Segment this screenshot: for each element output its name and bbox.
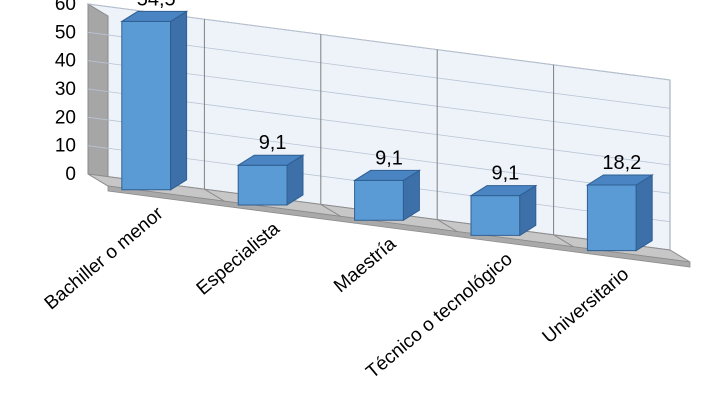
y-tick-label: 50 [55,22,76,43]
floor-divider [553,234,574,248]
data-label: 54,5 [137,0,176,10]
bar-top [585,174,654,186]
bar-top [469,185,538,197]
bar-side [635,174,653,252]
bar-front [121,20,172,191]
bar-front [354,179,404,221]
data-label: 9,1 [491,163,519,185]
floor-divider [320,203,342,217]
y-tick-label: 20 [55,107,76,128]
floor-divider [204,188,225,202]
category-label: Bachiller o menor [41,203,168,315]
y-tick-label: 30 [55,79,76,100]
bar-top [352,169,422,181]
category-label: Universitario [539,264,633,348]
category-label: Maestría [330,233,400,297]
bar-top [236,154,305,166]
data-label: 18,2 [602,152,641,174]
bar-front [470,195,521,236]
bar-front [586,184,637,252]
category-label: Técnico o tecnológico [362,249,516,383]
bar-side [170,10,188,191]
floor-divider [436,219,458,233]
data-label: 9,1 [259,132,287,154]
y-tick-label: 40 [55,51,76,72]
data-label: 9,1 [375,147,403,169]
category-label: Especialista [193,218,284,300]
side-wall [87,3,109,187]
y-tick-label: 10 [55,136,76,157]
y-axis-ticks: 0 10 20 30 40 50 60 [55,0,76,185]
floor-front [107,185,691,268]
data-labels: 54,5 9,1 9,1 9,1 18,2 [137,0,642,185]
y-tick-label: 60 [55,0,76,15]
bar-top [120,10,189,22]
chart-bars [120,10,654,252]
bar-front [237,164,288,206]
y-tick-label: 0 [65,164,76,185]
